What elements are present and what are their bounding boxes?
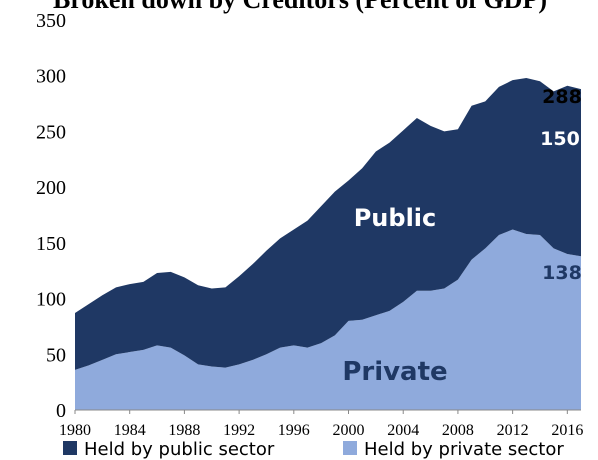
annotation: Public (354, 204, 437, 232)
x-tick-label: 2000 (333, 422, 365, 439)
legend-swatch (63, 441, 77, 455)
chart-title: Broken down by Creditors (Percent of GDP… (53, 0, 547, 14)
x-tick-label: 2004 (387, 422, 419, 439)
annotation: 288 (542, 86, 582, 108)
annotation: Private (342, 357, 447, 387)
y-tick-label: 350 (36, 10, 66, 32)
x-tick-label: 1992 (223, 422, 255, 439)
x-tick-label: 1980 (59, 422, 91, 439)
legend-label: Held by private sector (364, 439, 564, 460)
y-tick-label: 0 (56, 400, 66, 422)
annotation: 150 (540, 128, 580, 150)
annotation: 138 (542, 262, 582, 284)
y-tick-label: 100 (36, 289, 66, 311)
x-tick-label: 1984 (114, 422, 146, 439)
x-tick-label: 2008 (442, 422, 474, 439)
y-tick-label: 50 (46, 344, 66, 366)
y-tick-label: 300 (36, 66, 66, 88)
x-tick-label: 2012 (497, 422, 529, 439)
area (75, 229, 581, 410)
legend-label: Held by public sector (84, 439, 275, 460)
x-tick-label: 2016 (551, 422, 583, 439)
area (75, 77, 581, 370)
y-tick-label: 200 (36, 177, 66, 199)
legend-swatch (343, 441, 357, 455)
x-tick-label: 1988 (168, 422, 200, 439)
x-tick-label: 1996 (278, 422, 310, 439)
y-tick-label: 150 (36, 233, 66, 255)
y-tick-label: 250 (36, 121, 66, 143)
